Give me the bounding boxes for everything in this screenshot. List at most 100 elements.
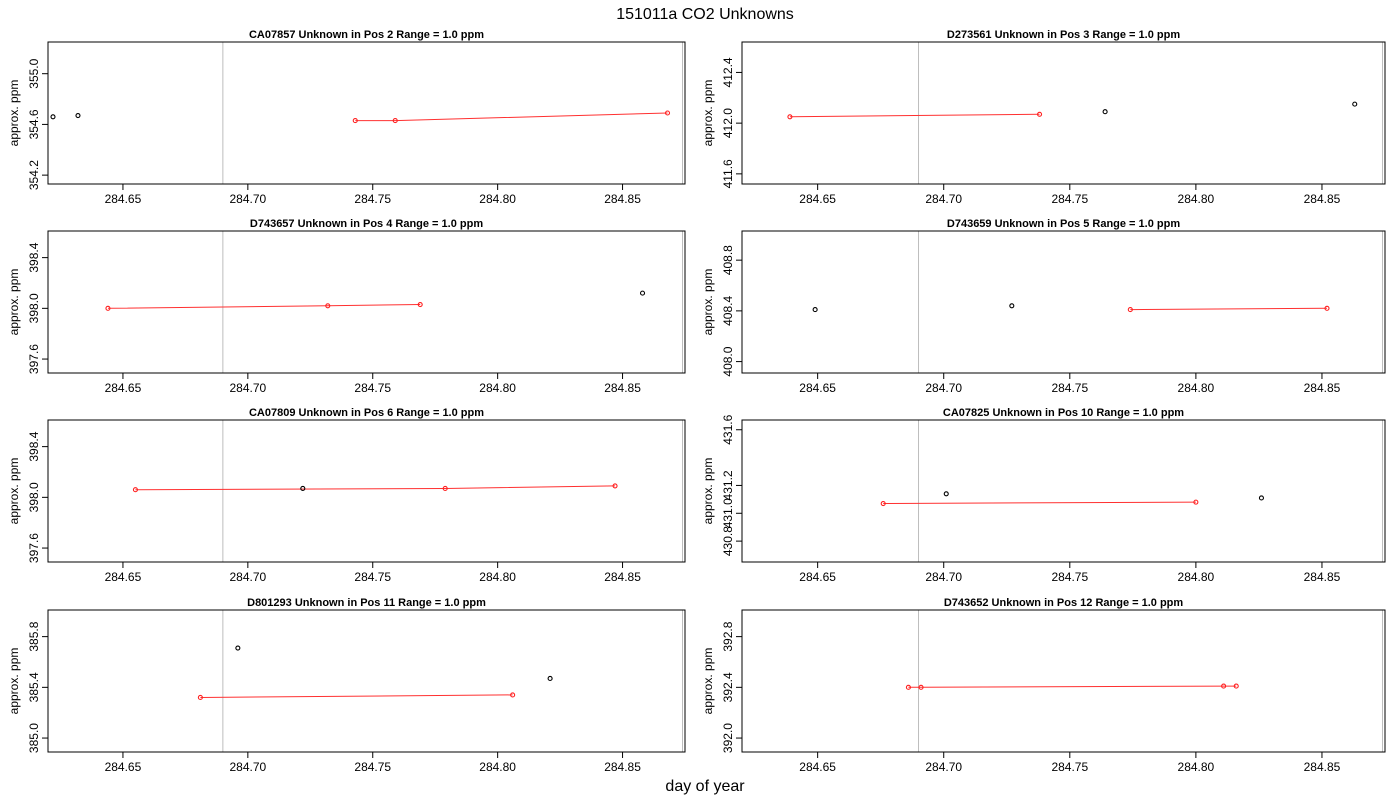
x-tick-label: 284.85	[604, 192, 641, 206]
x-tick-label: 284.80	[1178, 760, 1215, 774]
panel-title: CA07809 Unknown in Pos 6 Range = 1.0 ppm	[249, 407, 484, 419]
x-tick-label: 284.75	[354, 760, 391, 774]
data-point	[510, 692, 516, 698]
x-tick-label: 284.75	[354, 192, 391, 206]
x-tick-label: 284.65	[105, 760, 142, 774]
panel-4: D743659 Unknown in Pos 5 Range = 1.0 ppm…	[701, 218, 1386, 395]
x-tick-label: 284.70	[925, 570, 962, 584]
x-tick-label: 284.85	[1304, 570, 1341, 584]
figure-xlabel: day of year	[665, 778, 745, 795]
x-tick-label: 284.65	[799, 570, 836, 584]
y-tick-label: 398.0	[27, 482, 41, 512]
plot-frame	[741, 41, 1386, 185]
panel-8: D743652 Unknown in Pos 12 Range = 1.0 pp…	[701, 597, 1386, 774]
x-tick-label: 284.85	[1304, 381, 1341, 395]
x-tick-label: 284.65	[799, 760, 836, 774]
series-line	[107, 304, 421, 309]
panel-title: D743652 Unknown in Pos 12 Range = 1.0 pp…	[944, 597, 1184, 609]
x-tick-label: 284.70	[229, 760, 266, 774]
x-tick-label: 284.75	[1051, 570, 1088, 584]
data-point	[905, 684, 911, 690]
data-point	[197, 694, 203, 701]
x-tick-label: 284.80	[1178, 192, 1215, 206]
x-tick-label: 284.85	[604, 570, 641, 584]
panel-7: D801293 Unknown in Pos 11 Range = 1.0 pp…	[7, 597, 686, 774]
x-tick-label: 284.80	[1178, 570, 1215, 584]
panel-6: CA07825 Unknown in Pos 10 Range = 1.0 pp…	[701, 407, 1386, 584]
x-tick-label: 284.85	[604, 381, 641, 395]
y-tick-label: 412.4	[721, 57, 735, 87]
y-tick-label: 392.8	[721, 621, 735, 651]
x-tick-label: 284.80	[479, 192, 516, 206]
y-tick-label: 431.2	[721, 470, 735, 500]
data-point	[235, 645, 241, 651]
plot-frame	[741, 609, 1386, 753]
x-tick-label: 284.85	[1304, 760, 1341, 774]
y-axis-label: approx. ppm	[7, 269, 21, 336]
x-tick-label: 284.65	[105, 570, 142, 584]
series-line	[355, 112, 668, 122]
y-tick-label: 411.6	[721, 159, 735, 188]
y-tick-label: 430.8	[721, 526, 735, 556]
y-tick-label: 385.4	[27, 672, 41, 702]
plot-frame	[47, 230, 686, 374]
plot-frame	[741, 230, 1386, 374]
x-tick-label: 284.65	[105, 381, 142, 395]
x-tick-label: 284.80	[479, 381, 516, 395]
y-tick-label: 412.0	[721, 108, 735, 138]
x-tick-label: 284.70	[925, 192, 962, 206]
x-tick-label: 284.75	[354, 570, 391, 584]
x-tick-label: 284.70	[229, 381, 266, 395]
y-tick-label: 397.6	[27, 344, 41, 374]
x-tick-label: 284.65	[105, 192, 142, 206]
series-line	[789, 113, 1040, 118]
x-tick-label: 284.75	[1051, 381, 1088, 395]
x-tick-label: 284.85	[1304, 192, 1341, 206]
panel-title: D743657 Unknown in Pos 4 Range = 1.0 ppm	[250, 218, 483, 230]
y-tick-label: 398.4	[27, 431, 41, 461]
panel-5: CA07809 Unknown in Pos 6 Range = 1.0 ppm…	[7, 407, 686, 584]
x-tick-label: 284.85	[604, 760, 641, 774]
x-tick-label: 284.65	[799, 192, 836, 206]
data-point	[352, 118, 358, 124]
series-line	[1130, 307, 1328, 311]
y-tick-label: 397.6	[27, 533, 41, 563]
panel-title: CA07825 Unknown in Pos 10 Range = 1.0 pp…	[943, 407, 1184, 419]
y-tick-label: 385.0	[27, 723, 41, 753]
x-tick-label: 284.70	[925, 381, 962, 395]
y-axis-label: approx. ppm	[701, 648, 715, 715]
panel-1: CA07857 Unknown in Pos 2 Range = 1.0 ppm…	[7, 29, 686, 206]
y-axis-label: approx. ppm	[7, 648, 21, 715]
data-point	[132, 487, 138, 493]
y-axis-label: approx. ppm	[701, 269, 715, 336]
data-point	[547, 675, 553, 682]
x-tick-label: 284.65	[799, 381, 836, 395]
data-point	[1233, 683, 1239, 689]
data-point	[75, 112, 81, 119]
y-axis-label: approx. ppm	[7, 458, 21, 525]
x-tick-label: 284.75	[354, 381, 391, 395]
panels-group: CA07857 Unknown in Pos 2 Range = 1.0 ppm…	[7, 29, 1386, 774]
y-tick-label: 355.0	[27, 58, 41, 88]
data-point	[1102, 109, 1108, 115]
y-tick-label: 408.0	[721, 346, 735, 376]
data-point	[943, 491, 949, 497]
data-point	[787, 114, 793, 120]
y-tick-label: 431.6	[721, 414, 735, 444]
x-tick-label: 284.80	[479, 760, 516, 774]
y-tick-label: 398.4	[27, 242, 41, 272]
data-point	[50, 114, 56, 120]
series-line	[908, 685, 1237, 688]
data-point	[1258, 495, 1264, 501]
y-axis-label: approx. ppm	[701, 80, 715, 147]
data-point	[812, 307, 818, 313]
x-tick-label: 284.80	[1178, 381, 1215, 395]
y-tick-label: 398.0	[27, 293, 41, 323]
x-tick-label: 284.70	[229, 192, 266, 206]
x-tick-label: 284.75	[1051, 192, 1088, 206]
panel-title: D743659 Unknown in Pos 5 Range = 1.0 ppm	[947, 218, 1180, 230]
data-point	[1324, 305, 1330, 311]
data-point	[105, 305, 111, 311]
data-point	[325, 303, 331, 309]
